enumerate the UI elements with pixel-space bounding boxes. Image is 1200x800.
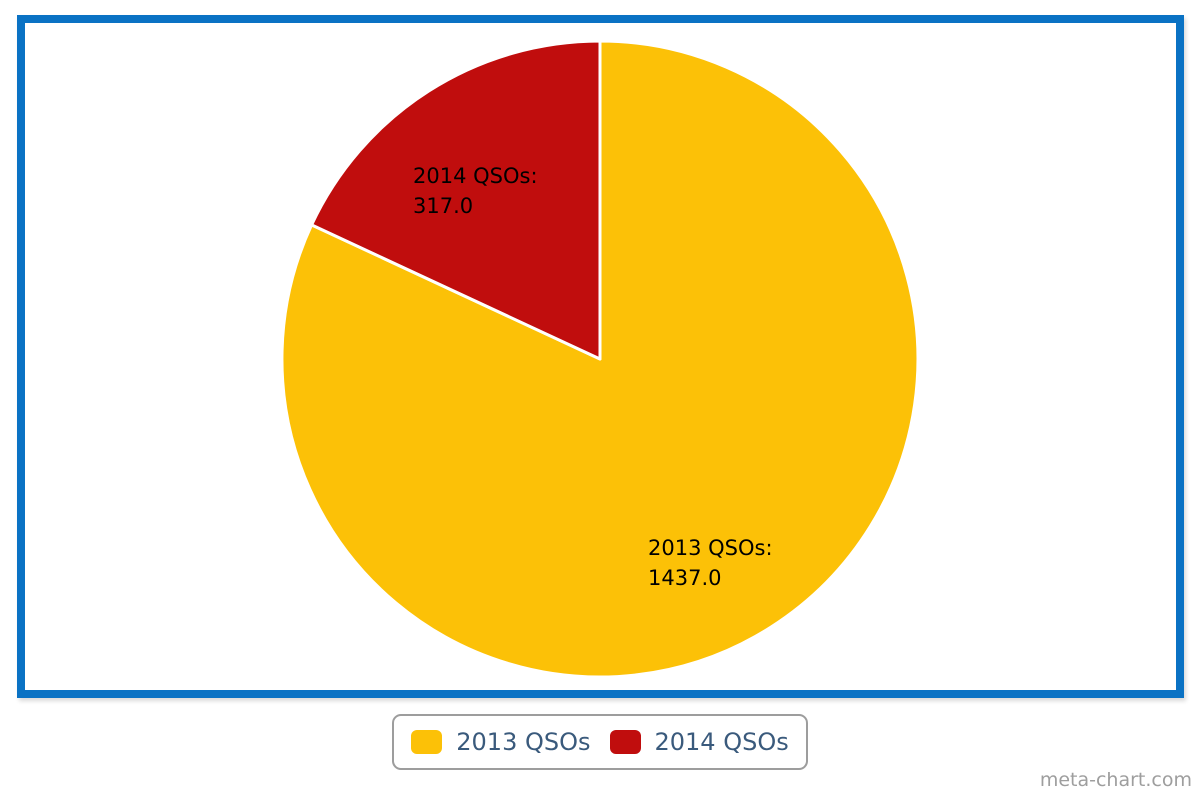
legend-label-2014-qsos: 2014 QSOs [654, 728, 789, 756]
legend: 2013 QSOs 2014 QSOs [392, 714, 808, 770]
legend-item-2013-qsos: 2013 QSOs [411, 728, 591, 756]
pie-slice-2014-qsos [310, 39, 602, 361]
slice-label-title: 2014 QSOs: [413, 164, 538, 188]
slice-label-value: 317.0 [413, 194, 474, 218]
legend-swatch-2013-qsos [411, 730, 443, 754]
legend-swatch-2014-qsos [609, 730, 641, 754]
slice-label-value: 1437.0 [648, 566, 722, 590]
chart-frame [17, 15, 1184, 698]
slice-label-title: 2013 QSOs: [648, 536, 773, 560]
slice-label-2013-qsos: 2013 QSOs: 1437.0 [648, 533, 773, 593]
legend-row: 2013 QSOs 2014 QSOs [0, 714, 1200, 770]
watermark: meta-chart.com [1039, 769, 1192, 791]
slice-label-2014-qsos: 2014 QSOs: 317.0 [413, 161, 538, 221]
legend-label-2013-qsos: 2013 QSOs [456, 728, 591, 756]
legend-item-2014-qsos: 2014 QSOs [609, 728, 789, 756]
